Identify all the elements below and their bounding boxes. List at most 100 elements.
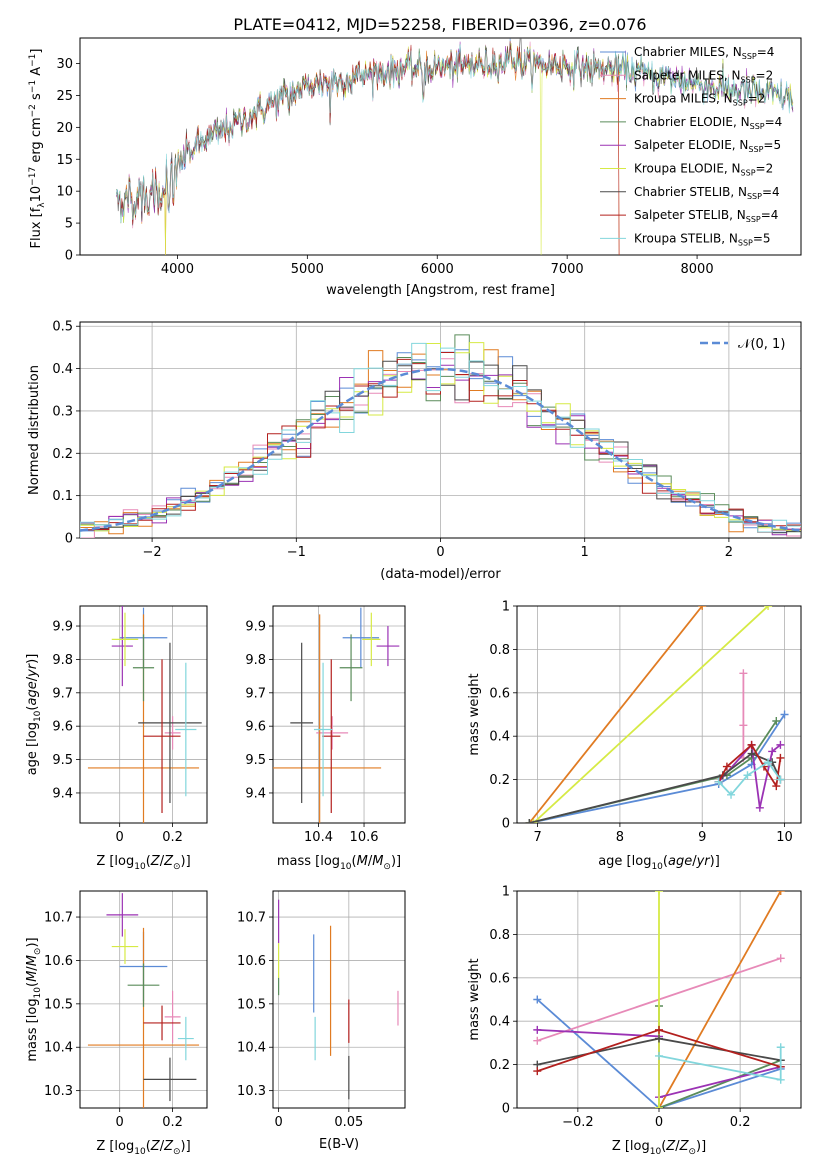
weight-marker-kroupa-miles [776,891,785,895]
weight-marker-salpeter-stelib [722,762,731,771]
weight-marker-chabrier-miles [533,995,542,1004]
legend-label-chabrier-miles: Chabrier MILES, NSSP=4 [634,45,774,61]
spectrum-ytick-label: 10 [56,185,73,200]
mass_vs_Z-axes: 0 0.2 10.3 10.4 10.5 10.6 10.7 [44,890,208,1130]
weight-marker-kroupa-elodie [655,891,663,895]
legend-label-salpeter-elodie: Salpeter ELODIE, NSSP=5 [634,138,781,154]
weight-marker-kroupa-stelib [727,790,736,799]
residuals-xtick-label: 2 [725,545,733,560]
mass_weight_vs_Z-ytick-label: 1 [502,885,510,900]
weight-marker-kroupa-stelib [743,771,752,780]
legend-label-kroupa-miles: Kroupa MILES, NSSP=2 [634,92,765,108]
spectrum-ytick-label: 25 [56,89,73,104]
mass_weight_vs_age-xtick-label: 7 [533,830,541,845]
weight-marker-salpeter-elodie [755,803,764,812]
spectrum-ytick-label: 15 [56,153,73,168]
age_vs_Z-axes: 0 0.2 9.4 9.5 9.6 9.7 9.8 9.9 [52,605,208,845]
spectrum-xtick-label: 7000 [551,262,584,277]
mass_vs_Z-ylabel: mass [log10(M/M⊙)] [25,937,43,1061]
legend-label-chabrier-stelib: Chabrier STELIB, NSSP=4 [634,185,780,201]
age_vs_mass-axes: 10.4 10.6 9.4 9.5 9.6 9.7 9.8 9.9 [245,605,406,845]
spectrum-legend: Chabrier MILES, NSSP=4 Salpeter MILES, NS… [600,45,782,247]
weight-marker-salpeter-elodie [768,747,777,756]
mass_vs_EBV-frame [272,890,406,1109]
age_vs_mass-xtick-label: 10.6 [350,830,379,845]
spectrum-xtick-label: 8000 [681,262,714,277]
weight-line-kroupa-miles [658,891,782,1108]
mass_vs_Z-xtick-label: 0.2 [162,1115,183,1130]
mass_weight_vs_Z-xtick-label: −0.2 [562,1115,594,1130]
mass_vs_Z-ytick-label: 10.5 [44,997,73,1012]
mass_vs_EBV-ytick-label: 10.6 [237,954,266,969]
weight-marker-chabrier-stelib [655,1034,663,1043]
spectrum-xtick-label: 4000 [161,262,194,277]
mass_weight_vs_age-ytick-label: 1 [502,600,510,615]
mass_vs_EBV-ytick-label: 10.4 [237,1041,266,1056]
residual-histograms [80,334,801,538]
normal-reference-curve [80,367,801,532]
residuals-xtick-label: 1 [581,545,589,560]
residuals-ytick-label: 0.2 [52,447,73,462]
weight-marker-kroupa-stelib [714,777,723,786]
weight-marker-salpeter-stelib [776,753,785,762]
mass_weight_vs_age-xlabel: age [log10(age/yr)] [598,854,720,872]
spectrum-axes: 4000 5000 6000 7000 8000 0 5 10 15 20 25 30 [56,37,802,277]
age_vs_Z-xtick-label: 0.2 [162,830,183,845]
spectrum-series [116,38,794,255]
mass_vs_Z-xtick-label: 0 [116,1115,124,1130]
weight-marker-kroupa-stelib [764,758,773,767]
mass_weight_vs_age-xtick-label: 8 [616,830,624,845]
mass_vs_EBV-points [278,899,399,1100]
spectrum-xtick-label: 6000 [421,262,454,277]
mass_vs_Z-ytick-label: 10.7 [44,911,73,926]
mass_weight_vs_age-ytick-label: 0.6 [489,686,510,701]
mass_weight_vs_Z-ytick-label: 0.2 [489,1058,510,1073]
mass_weight_vs_Z-series [533,891,785,1108]
mass_weight_vs_Z-xtick-label: 0 [655,1115,663,1130]
weight-marker-kroupa-elodie [764,606,773,610]
mass_weight_vs_age-ytick-label: 0.2 [489,773,510,788]
mass_weight_vs_age-series [525,606,789,823]
age_vs_mass-ytick-label: 9.7 [245,686,266,701]
normal-legend-label: 𝒩(0, 1) [738,337,785,352]
weight-marker-salpeter-miles [739,721,748,730]
spectrum-ytick-label: 0 [65,249,73,264]
weight-line-kroupa-elodie [532,606,769,823]
spectrum-xlabel: wavelength [Angstrom, rest frame] [326,283,555,298]
weight-line-chabrier-miles [536,998,781,1108]
mass_vs_EBV-ytick-label: 10.7 [237,911,266,926]
weight-marker-chabrier-stelib [747,749,756,758]
age_vs_Z-ytick-label: 9.4 [52,786,73,801]
spectrum-ytick-label: 30 [56,57,73,72]
mass_vs_EBV-ytick-label: 10.3 [237,1084,266,1099]
mass_weight_vs_Z-ylabel: mass weight [467,958,482,1040]
weight-marker-salpeter-stelib [655,1025,663,1034]
legend-label-salpeter-miles: Salpeter MILES, NSSP=2 [634,68,773,84]
mass_weight_vs_age-xtick-label: 9 [698,830,706,845]
mass_vs_EBV-ytick-label: 10.5 [237,997,266,1012]
age_vs_Z-xtick-label: 0 [116,830,124,845]
mass_vs_Z-ytick-label: 10.4 [44,1041,73,1056]
weight-marker-salpeter-stelib [747,740,756,749]
weight-marker-chabrier-stelib [525,819,534,823]
mass_weight_vs_age-ytick-label: 0.8 [489,643,510,658]
weight-marker-salpeter-miles [739,669,748,678]
residuals-xtick-label: −2 [143,545,162,560]
residuals-ytick-label: 0.4 [52,362,73,377]
mass_weight_vs_age-frame [516,605,802,824]
weight-line-salpeter-stelib [717,743,782,789]
weight-marker-kroupa-stelib [776,1075,785,1084]
age_vs_mass-xtick-label: 10.4 [304,830,333,845]
spectrum-ytick-label: 20 [56,121,73,136]
weight-marker-kroupa-miles [698,606,707,610]
age_vs_Z-ytick-label: 9.7 [52,686,73,701]
mass_weight_vs_Z-ytick-label: 0.4 [489,1015,510,1030]
weight-marker-kroupa-elodie [655,1104,663,1108]
age_vs_mass-ytick-label: 9.5 [245,753,266,768]
mass_weight_vs_age-xtick-label: 10 [776,830,793,845]
weight-marker-salpeter-stelib [772,782,781,791]
weight-marker-chabrier-elodie [772,717,781,726]
weight-marker-salpeter-miles [776,954,785,963]
mass_vs_EBV-xtick-label: 0.05 [334,1115,363,1130]
